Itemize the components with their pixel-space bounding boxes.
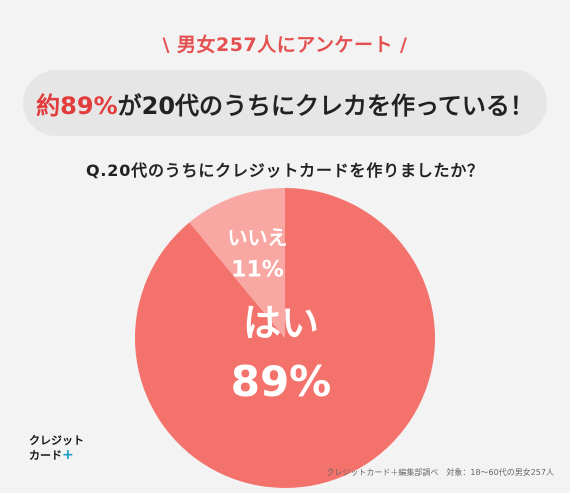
headline-box: 約89%が20代のうちにクレカを作っている！ — [23, 70, 547, 136]
question-text: Q.20代のうちにクレジットカードを作りましたか？ — [86, 161, 484, 180]
headline: 約89%が20代のうちにクレカを作っている！ — [36, 86, 534, 121]
pie-value-label-2: 11% — [231, 257, 284, 282]
pie-slice-2 — [189, 188, 285, 338]
pie-slice-1 — [135, 188, 435, 488]
headline-rest: が20代のうちにクレカを作っている！ — [117, 91, 534, 120]
pie-category-label-2: いいえ — [227, 225, 287, 249]
logo-plus-icon: + — [62, 447, 74, 463]
pie-chart: はい 89% いいえ 11% — [135, 188, 435, 488]
brand-logo: クレジット カード+ — [29, 434, 99, 463]
logo-line2: カード — [29, 449, 62, 462]
pie-chart-svg: はい 89% いいえ 11% — [135, 188, 435, 488]
logo-line1: クレジット — [29, 434, 84, 447]
source-note: クレジットカード＋編集部調べ 対象：18〜60代の男女257人 — [326, 468, 554, 477]
pie-category-label-1: はい — [243, 301, 319, 345]
survey-label: \ 男女257人にアンケート / — [162, 34, 408, 56]
pie-value-label-1: 89% — [231, 357, 332, 406]
headline-accent: 約89% — [36, 91, 118, 120]
